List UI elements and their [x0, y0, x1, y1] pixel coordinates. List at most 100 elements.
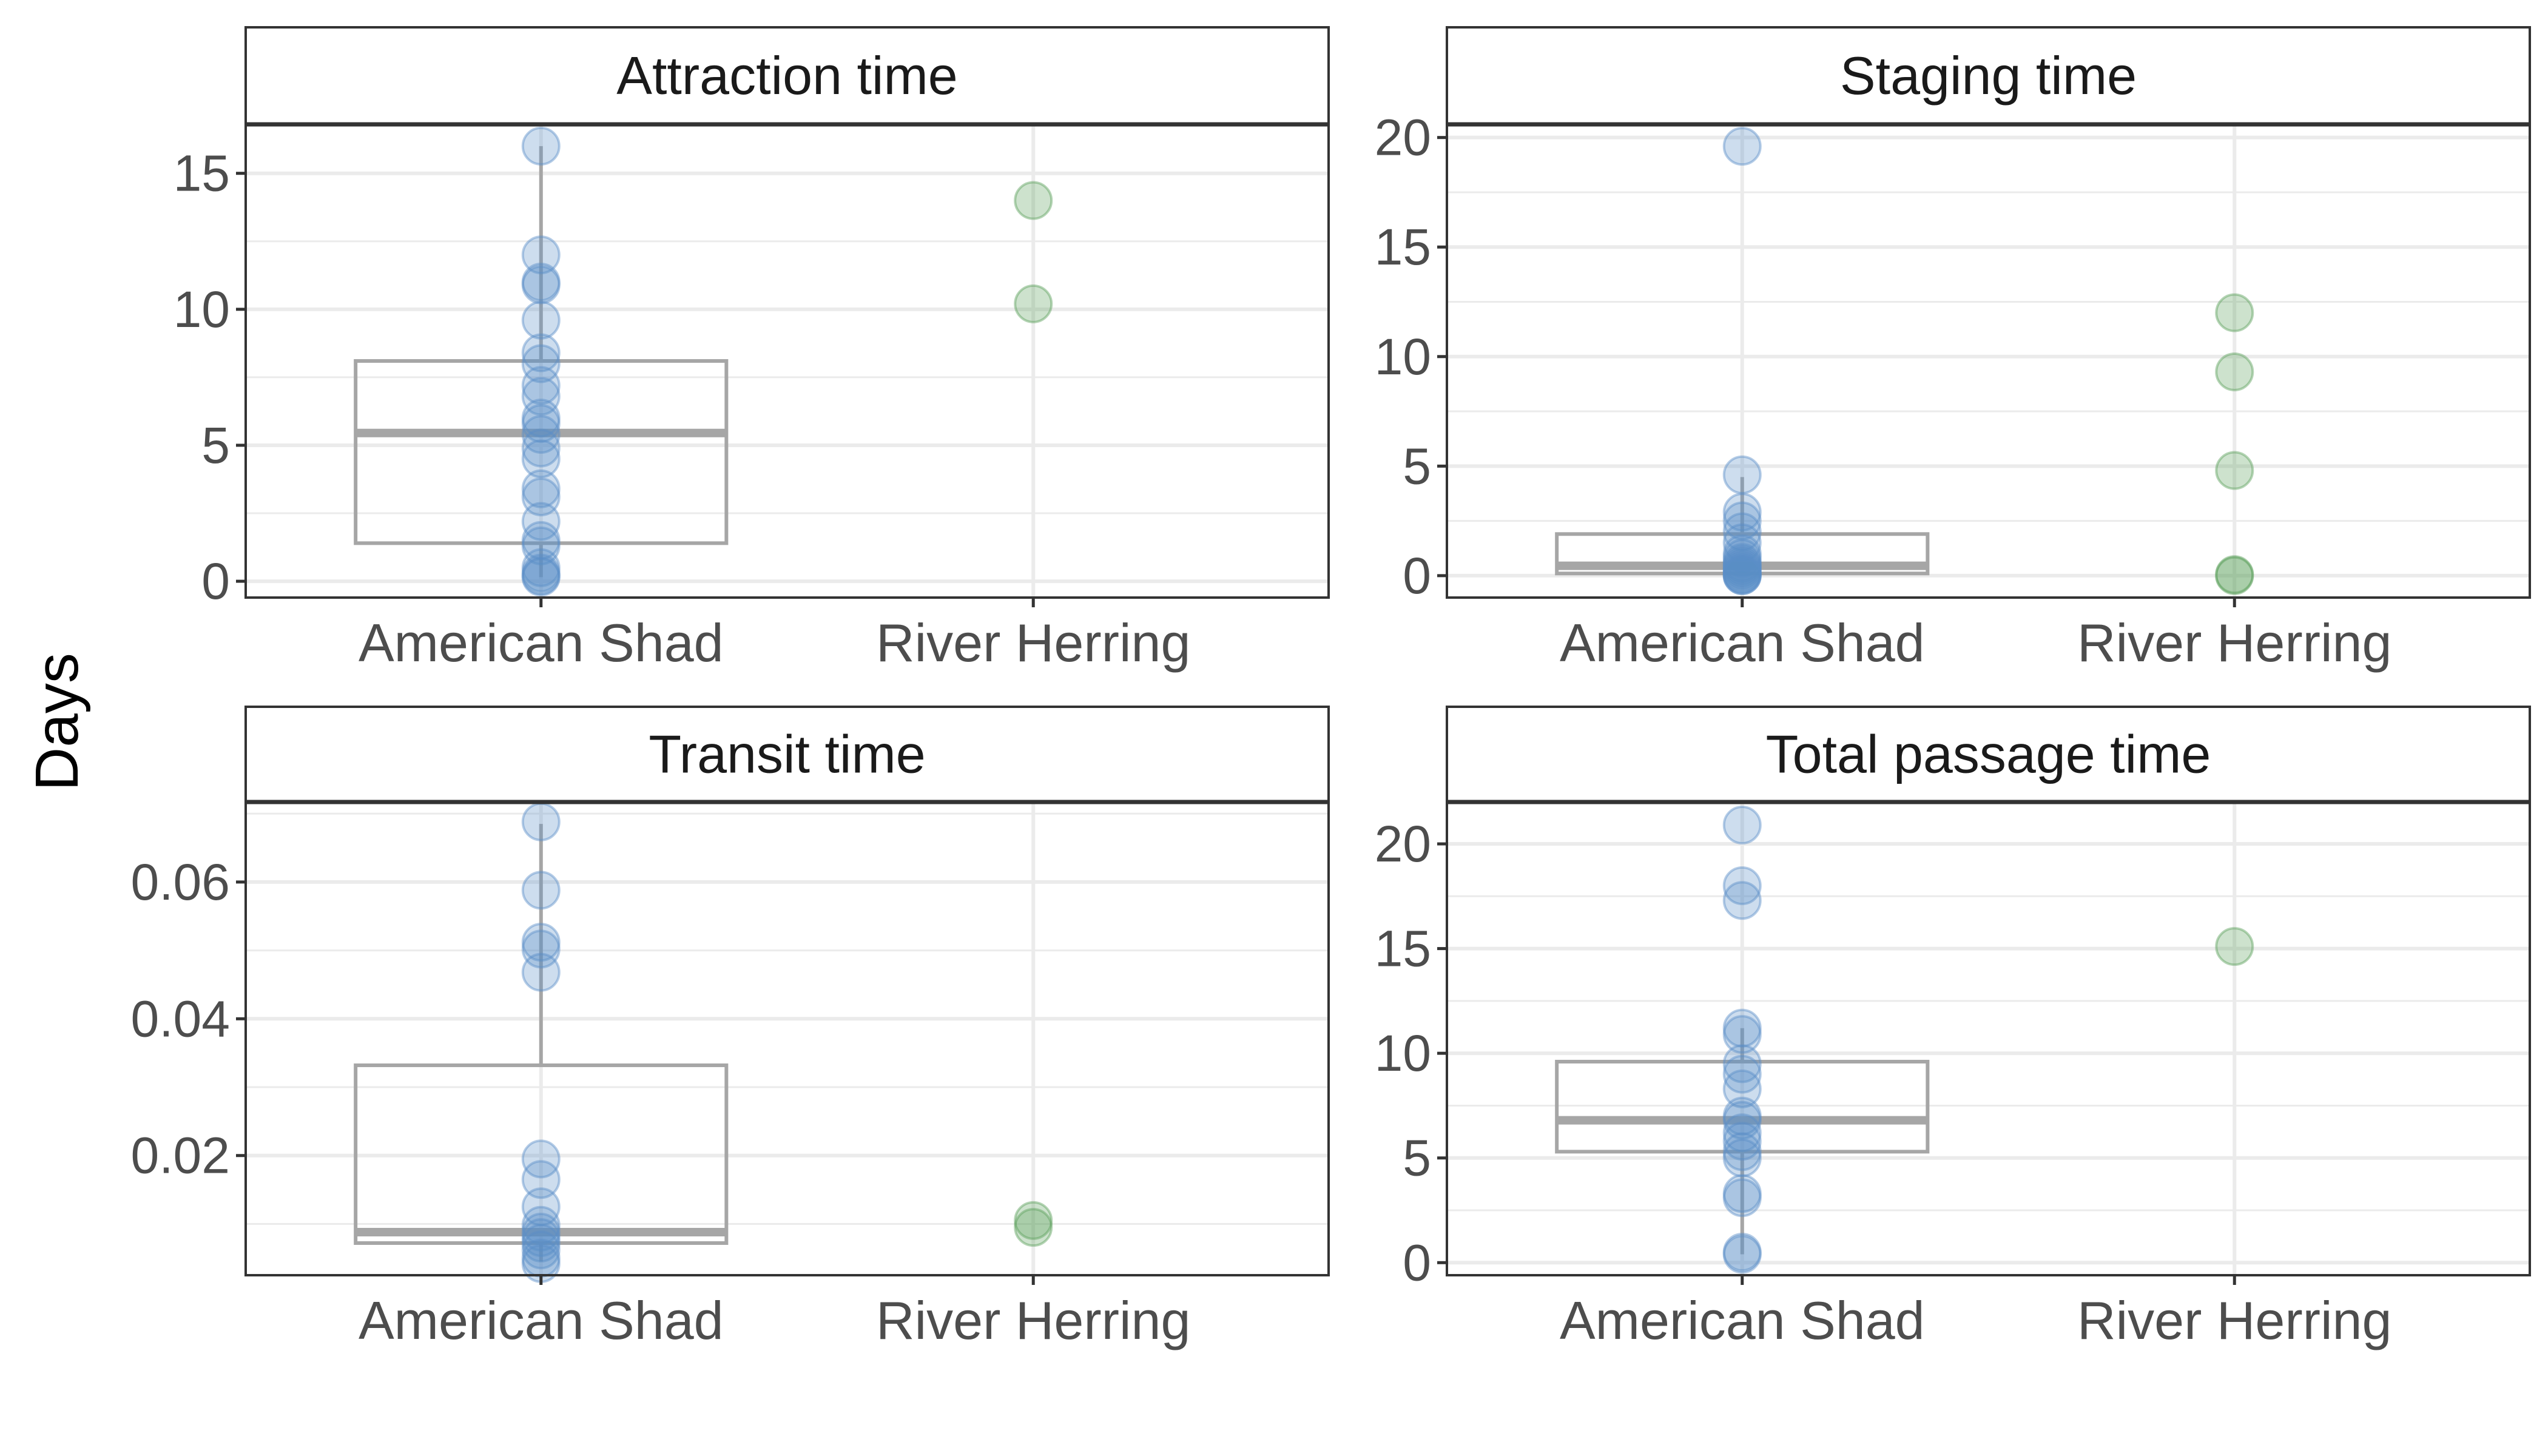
data-point [1722, 1122, 1762, 1161]
data-point [521, 526, 561, 565]
data-point [2215, 927, 2254, 966]
panel-transit-time: 0.02 0.04 0.06 American Shad River Herring Tr… [131, 706, 1330, 1350]
panel-attraction-time: 0 5 10 15 American Shad River Herring Attracti… [174, 26, 1330, 673]
y-tick-label: 5 [1403, 1130, 1431, 1187]
data-point [521, 521, 561, 560]
y-tick-label: 5 [1403, 437, 1431, 494]
panel-total-passage-time: 0 5 10 15 20 American Shad River Herring Total … [1375, 706, 2531, 1350]
data-point [521, 439, 561, 479]
data-point [1722, 547, 1762, 587]
y-tick-label: 15 [1375, 218, 1431, 275]
y-tick-label: 0.04 [131, 990, 231, 1047]
data-point [2215, 352, 2254, 392]
data-point [521, 263, 561, 302]
y-tick-label: 15 [174, 145, 230, 202]
data-point [1722, 543, 1762, 582]
data-point [1722, 455, 1762, 494]
y-tick-label: 0.02 [131, 1127, 231, 1184]
data-point [1722, 1138, 1762, 1178]
data-point [2215, 451, 2254, 490]
data-point [1722, 127, 1762, 166]
data-point [2215, 556, 2254, 595]
data-point [1722, 805, 1762, 844]
data-point [521, 344, 561, 383]
data-point [1722, 1178, 1762, 1218]
data-point [1014, 181, 1053, 220]
x-tick-label: River Herring [2077, 1290, 2391, 1350]
data-point [521, 404, 561, 443]
y-tick-label: 20 [1375, 109, 1431, 166]
x-tick-label: American Shad [1560, 613, 1925, 673]
y-tick-label: 10 [1375, 328, 1431, 385]
data-point [1722, 554, 1762, 593]
data-point [521, 502, 561, 541]
data-point [1722, 555, 1762, 595]
x-tick-label: American Shad [359, 1290, 724, 1350]
data-point [1722, 551, 1762, 591]
data-point [521, 415, 561, 454]
data-point [1722, 556, 1762, 595]
data-point [1722, 1174, 1762, 1213]
data-point [521, 377, 561, 416]
facet-strip [1446, 26, 2531, 126]
data-point [521, 923, 561, 962]
data-point [1722, 1044, 1762, 1084]
data-point [1722, 539, 1762, 578]
data-point [521, 929, 561, 969]
data-point [1722, 1096, 1762, 1136]
data-point [521, 265, 561, 305]
facet-title: Transit time [649, 724, 925, 784]
y-tick-label: 10 [174, 281, 230, 338]
data-point [521, 802, 561, 841]
x-tick-label: American Shad [359, 613, 724, 673]
data-point [521, 366, 561, 405]
data-point [521, 333, 561, 372]
plot-area [1447, 124, 2530, 598]
data-point [1722, 1069, 1762, 1108]
data-point [521, 477, 561, 517]
data-point [2215, 555, 2254, 595]
plot-area [246, 802, 1329, 1275]
data-point [521, 1139, 561, 1179]
data-point [1722, 545, 1762, 584]
data-point [1722, 556, 1762, 595]
y-tick-label: 10 [1375, 1025, 1431, 1082]
data-point [2215, 293, 2254, 332]
data-point [1722, 1008, 1762, 1048]
x-tick-label: River Herring [876, 613, 1190, 673]
box [354, 359, 729, 545]
data-point [1722, 523, 1762, 562]
facet-strip [244, 26, 1330, 126]
data-point [1722, 1132, 1762, 1171]
data-point [521, 871, 561, 910]
y-tick-label: 0.06 [131, 854, 231, 911]
y-tick-label: 0 [1403, 1234, 1431, 1291]
data-point [1722, 1100, 1762, 1140]
data-point [521, 548, 561, 587]
data-point [1014, 1208, 1053, 1247]
facet-title: Total passage time [1766, 724, 2211, 784]
data-point [1014, 1201, 1053, 1240]
data-point [521, 1205, 561, 1245]
data-point [1722, 512, 1762, 551]
x-tick-label: River Herring [876, 1290, 1190, 1350]
data-point [521, 235, 561, 275]
data-point [1722, 881, 1762, 920]
data-point [521, 952, 561, 992]
data-point [521, 1224, 561, 1263]
data-point [521, 558, 561, 597]
x-tick-label: American Shad [1560, 1290, 1925, 1350]
data-point [521, 553, 561, 593]
data-point [521, 1160, 561, 1199]
y-tick-label: 15 [1375, 920, 1431, 977]
box [1555, 1059, 1930, 1154]
data-point [521, 1218, 561, 1258]
data-point [521, 428, 561, 468]
y-tick-label: 0 [1403, 547, 1431, 604]
data-point [521, 1230, 561, 1270]
data-point [1722, 493, 1762, 532]
data-point [1722, 1054, 1762, 1094]
data-point [521, 1212, 561, 1252]
facet-title: Attraction time [616, 46, 957, 106]
